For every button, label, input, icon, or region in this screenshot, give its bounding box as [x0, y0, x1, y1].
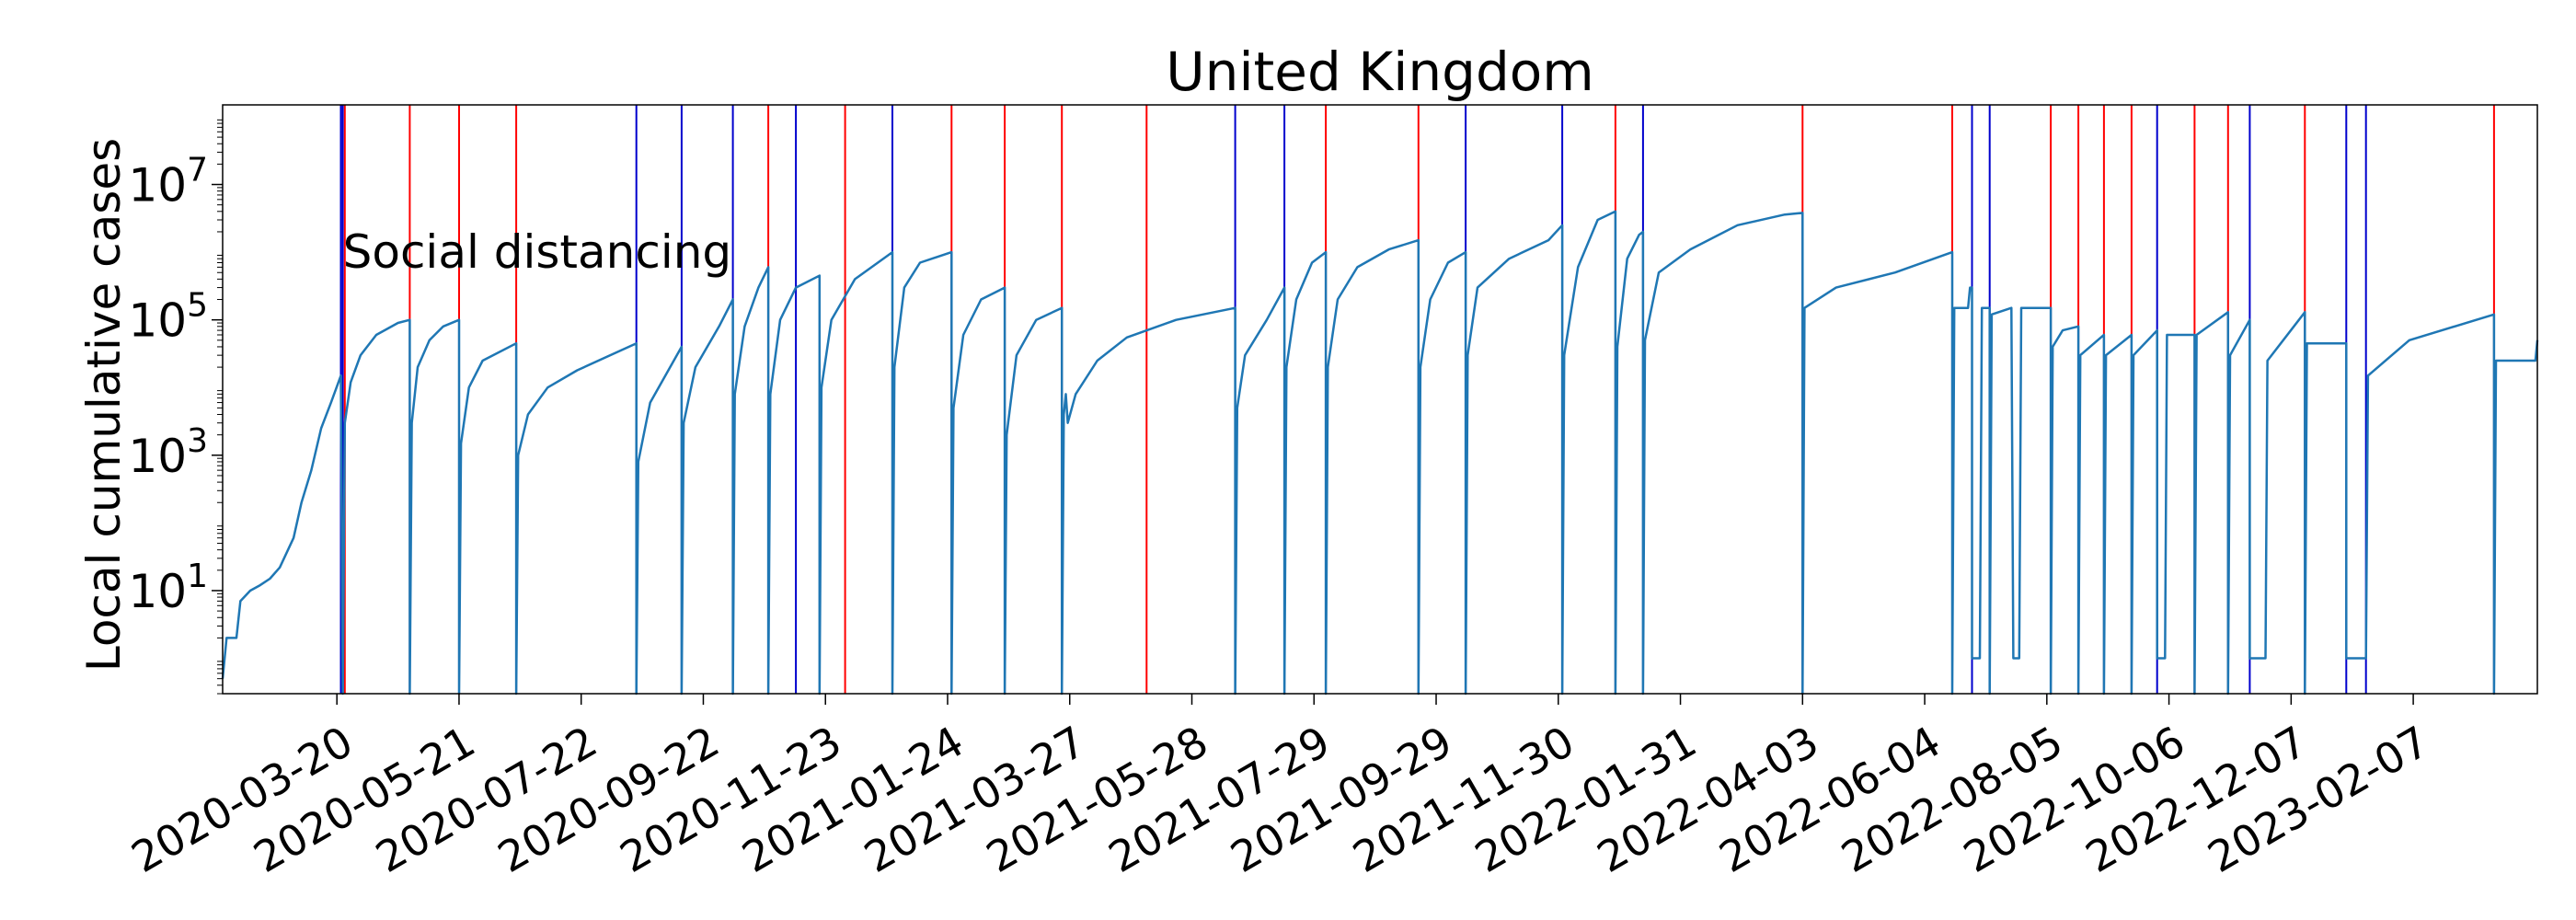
y-tick-label: 105 — [128, 287, 208, 348]
series-line — [221, 210, 2539, 696]
plot-frame — [222, 104, 2538, 695]
annotations: Social distancing — [343, 225, 732, 279]
series-group — [221, 210, 2539, 696]
chart-title: United Kingdom — [1166, 40, 1594, 103]
y-axis-label: Local cumulative cases — [77, 138, 131, 672]
y-tick-label: 101 — [128, 558, 208, 618]
x-axis: 2020-03-202020-05-212020-07-222020-09-22… — [123, 694, 2437, 882]
y-tick-label: 107 — [128, 152, 208, 213]
y-axis: 101 103 105 107 — [128, 119, 223, 695]
y-tick-label: 103 — [128, 422, 208, 483]
annotation-text: Social distancing — [343, 225, 732, 279]
